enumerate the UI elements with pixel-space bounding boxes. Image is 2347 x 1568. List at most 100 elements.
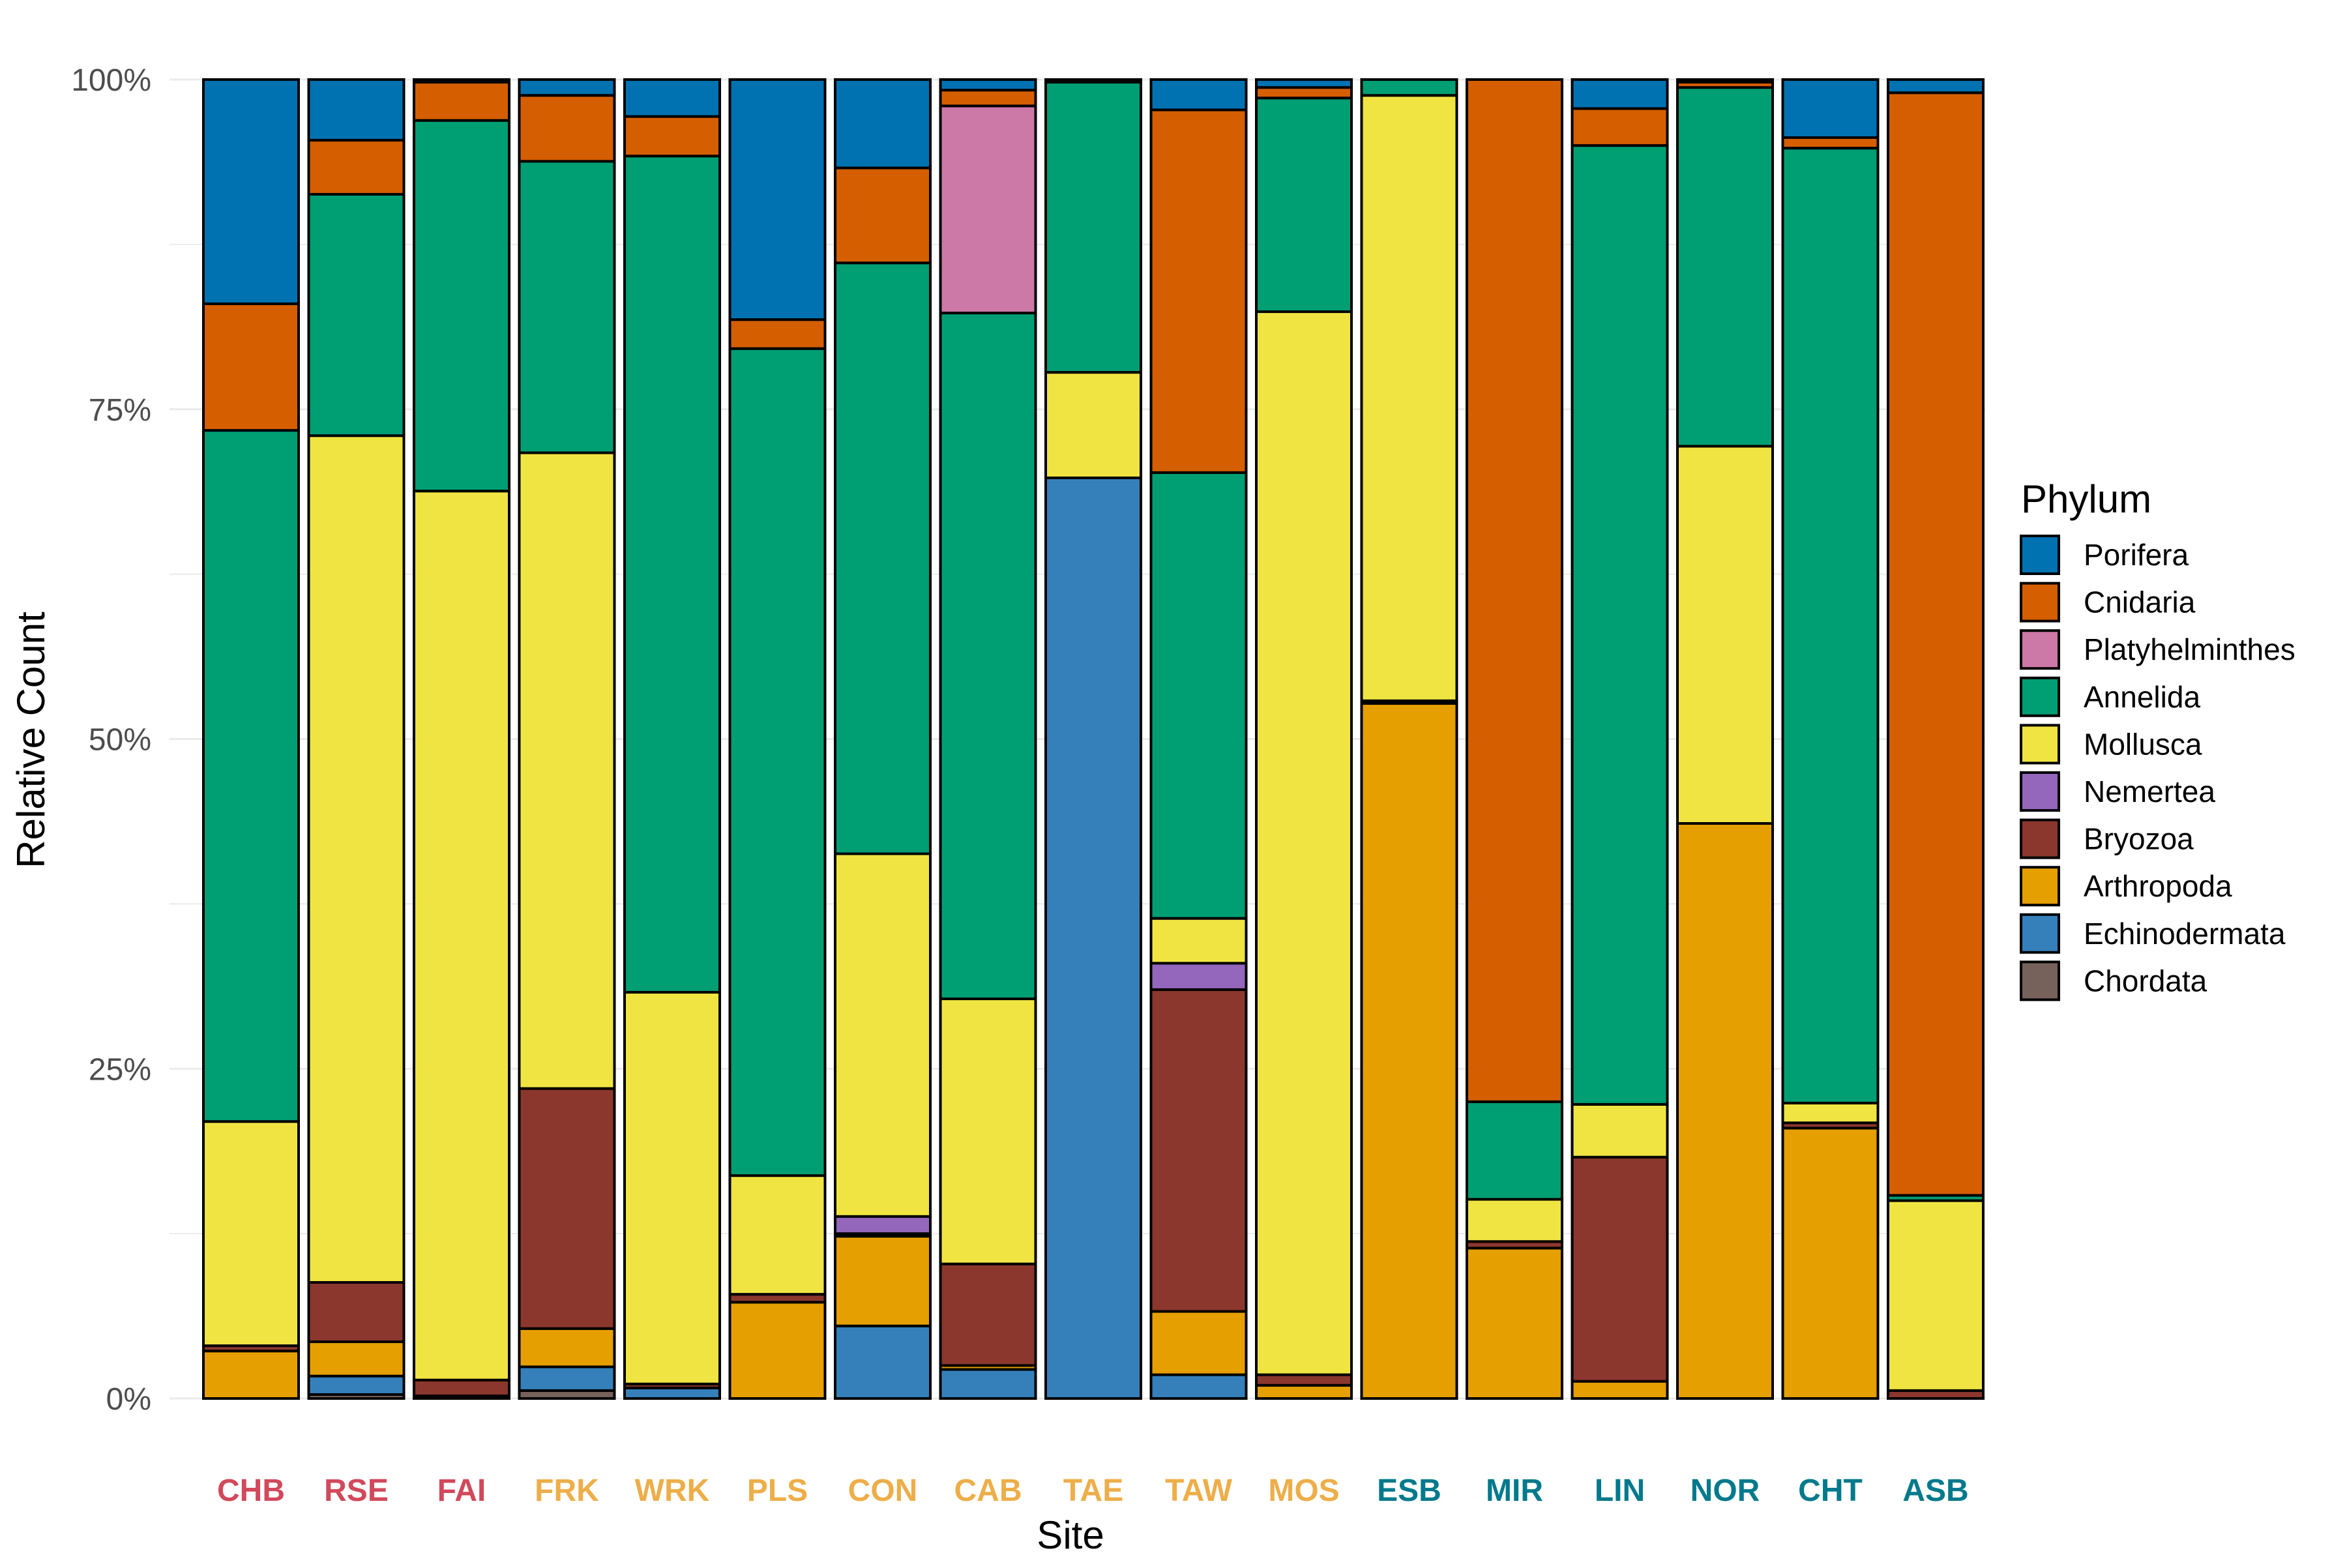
- bar-segment-cnidaria-lin: [1571, 107, 1669, 147]
- bar-segment-mollusca-lin: [1571, 1102, 1669, 1159]
- bar-segment-cnidaria-wrk: [623, 115, 721, 158]
- bar-segment-porifera-nor: [1676, 78, 1774, 84]
- bar-segment-annelida-rse: [307, 193, 406, 437]
- bar-segment-annelida-fai: [413, 119, 510, 493]
- x-tick-label: MOS: [1268, 1473, 1339, 1508]
- legend-label-mollusca: Mollusca: [2084, 727, 2202, 761]
- x-tick-label: TAW: [1165, 1473, 1233, 1508]
- bar-segment-annelida-tae: [1044, 81, 1142, 374]
- legend-items: Porifera Cnidaria Platyhelminthes Annelida M…: [2020, 535, 2295, 1001]
- bar-segment-mollusca-cht: [1781, 1101, 1880, 1125]
- bar-segment-echinodermata-cab: [939, 1368, 1037, 1400]
- bar-segment-cnidaria-frk: [518, 94, 616, 163]
- bar-segment-echinodermata-wrk: [623, 1386, 721, 1400]
- bar-segment-cnidaria-mos: [1255, 86, 1353, 100]
- y-axis-ticks: 0% 25% 50% 75% 100%: [71, 63, 151, 1417]
- bar-segment-annelida-cht: [1781, 147, 1880, 1104]
- bar-segment-bryozoa-lin: [1571, 1155, 1669, 1383]
- bar-segment-annelida-esb: [1360, 78, 1458, 97]
- bar-segment-arthropoda-rse: [307, 1340, 406, 1378]
- y-tick-label: 100%: [71, 63, 151, 98]
- bar-segment-bryozoa-mos: [1255, 1373, 1353, 1387]
- bar-segment-annelida-frk: [518, 160, 616, 454]
- bar-segment-porifera-pls: [728, 78, 827, 321]
- bar-segment-porifera-con: [834, 78, 932, 170]
- legend-key-bryozoa: [2020, 818, 2060, 859]
- x-tick-label: NOR: [1690, 1473, 1760, 1508]
- bar-segment-nemertea-taw: [1149, 962, 1248, 991]
- bar-segment-porifera-rse: [307, 78, 406, 142]
- bar-segment-arthropoda-con: [834, 1235, 932, 1327]
- bar-segment-mollusca-mos: [1255, 310, 1353, 1376]
- bar-segment-annelida-cab: [939, 312, 1037, 1001]
- x-tick-label: CHB: [217, 1473, 285, 1508]
- bar-segment-mollusca-pls: [728, 1174, 827, 1296]
- legend-key-chordata: [2020, 960, 2060, 1001]
- bar-segment-mollusca-rse: [307, 434, 406, 1284]
- bar-segment-nemertea-con: [834, 1215, 932, 1235]
- bar-segment-echinodermata-con: [834, 1324, 932, 1400]
- bar-segment-porifera-wrk: [623, 78, 721, 118]
- bar-segment-mollusca-con: [834, 852, 932, 1218]
- bar-segment-arthropoda-chb: [202, 1350, 300, 1400]
- legend-title: Phylum: [2021, 477, 2151, 521]
- bar-segment-mollusca-cab: [939, 998, 1037, 1265]
- bars: [202, 78, 1985, 1400]
- legend-key-echinodermata: [2020, 913, 2060, 954]
- x-tick-label: CON: [848, 1473, 918, 1508]
- legend-label-arthropoda: Arthropoda: [2084, 869, 2232, 903]
- bar-segment-porifera-fai: [413, 78, 510, 84]
- bar-segment-porifera-cab: [939, 78, 1037, 92]
- bar-segment-mollusca-esb: [1360, 94, 1458, 702]
- bar-segment-mollusca-tae: [1044, 371, 1142, 479]
- bar-segment-annelida-mos: [1255, 96, 1353, 314]
- bar-segment-mollusca-mir: [1466, 1198, 1563, 1243]
- bar-segment-echinodermata-taw: [1149, 1373, 1248, 1400]
- bar-segment-mollusca-frk: [518, 451, 616, 1090]
- bar-segment-annelida-nor: [1676, 86, 1774, 448]
- legend-label-cnidaria: Cnidaria: [2084, 585, 2196, 619]
- bar-segment-bryozoa-fai: [413, 1378, 510, 1397]
- bar-segment-echinodermata-tae: [1044, 476, 1142, 1400]
- bar-segment-arthropoda-pls: [728, 1301, 827, 1400]
- x-tick-label: ASB: [1902, 1473, 1968, 1508]
- bar-segment-platyhelminthes-cab: [939, 104, 1037, 315]
- x-tick-label: ESB: [1377, 1473, 1441, 1508]
- y-tick-label: 50%: [89, 723, 151, 758]
- bar-segment-porifera-asb: [1887, 78, 1985, 95]
- x-tick-label: FAI: [437, 1473, 486, 1508]
- x-tick-label: CHT: [1798, 1473, 1863, 1508]
- bar-segment-cnidaria-asb: [1887, 91, 1985, 1197]
- x-tick-label: WRK: [635, 1473, 710, 1508]
- bar-segment-echinodermata-frk: [518, 1365, 616, 1392]
- bar-segment-arthropoda-cht: [1781, 1127, 1880, 1400]
- legend-label-chordata: Chordata: [2084, 964, 2207, 998]
- x-tick-label: FRK: [535, 1473, 599, 1508]
- y-tick-label: 75%: [89, 393, 151, 428]
- x-tick-label: MIR: [1486, 1473, 1543, 1508]
- bar-segment-annelida-taw: [1149, 471, 1248, 920]
- legend-label-annelida: Annelida: [2084, 680, 2200, 714]
- bar-segment-cnidaria-mir: [1466, 78, 1563, 1103]
- x-tick-label: TAE: [1063, 1473, 1123, 1508]
- bar-segment-cnidaria-cht: [1781, 136, 1880, 150]
- bar-segment-porifera-lin: [1571, 78, 1669, 110]
- x-tick-label: LIN: [1595, 1473, 1645, 1508]
- legend-key-porifera: [2020, 535, 2060, 575]
- bar-segment-cnidaria-cab: [939, 89, 1037, 108]
- bar-segment-annelida-pls: [728, 347, 827, 1177]
- bar-segment-porifera-chb: [202, 78, 300, 305]
- bar-segment-porifera-tae: [1044, 78, 1142, 84]
- bar-segment-arthropoda-lin: [1571, 1380, 1669, 1400]
- bar-segment-bryozoa-taw: [1149, 988, 1248, 1313]
- bar-segment-arthropoda-mir: [1466, 1247, 1563, 1400]
- bar-segment-bryozoa-cab: [939, 1262, 1037, 1367]
- legend-key-cnidaria: [2020, 582, 2060, 623]
- legend-key-platyhelminthes: [2020, 629, 2060, 670]
- legend-key-mollusca: [2020, 724, 2060, 765]
- bar-segment-cnidaria-con: [834, 166, 932, 265]
- bar-segment-echinodermata-rse: [307, 1374, 406, 1396]
- bar-segment-porifera-mos: [1255, 78, 1353, 89]
- legend-key-nemertea: [2020, 771, 2060, 812]
